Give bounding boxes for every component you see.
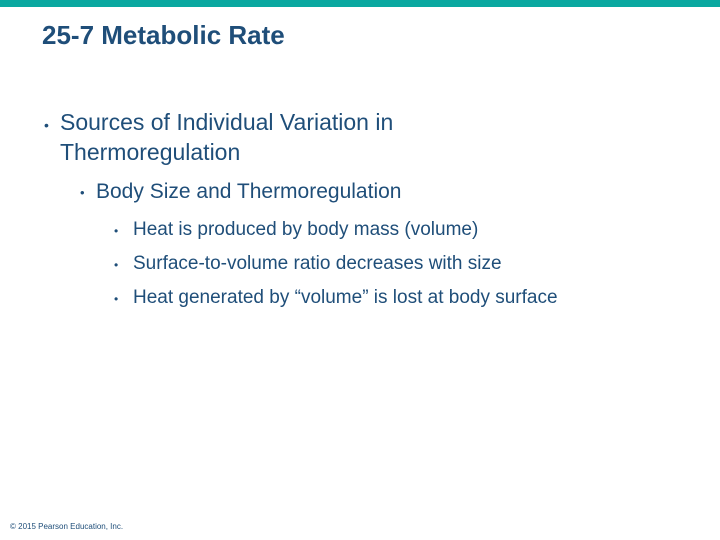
bullet-icon: • xyxy=(114,224,119,238)
accent-top-bar xyxy=(0,0,720,7)
bullet-level3-item: • Surface-to-volume ratio decreases with… xyxy=(114,252,502,277)
bullet-icon: • xyxy=(44,117,49,133)
bullet-icon: • xyxy=(80,185,85,200)
bullet-level1-text: Sources of Individual Variation in Therm… xyxy=(60,109,394,165)
bullet-level2-text: Body Size and Thermoregulation xyxy=(96,180,402,203)
bullet-level1: • Sources of Individual Variation in The… xyxy=(44,108,564,168)
bullet-level3-item: • Heat is produced by body mass (volume) xyxy=(114,218,478,243)
bullet-level3-text: Surface-to-volume ratio decreases with s… xyxy=(133,253,502,274)
bullet-level3-text: Heat generated by “volume” is lost at bo… xyxy=(133,287,558,308)
bullet-level3-text: Heat is produced by body mass (volume) xyxy=(133,219,479,240)
copyright-footer: © 2015 Pearson Education, Inc. xyxy=(10,522,124,531)
bullet-level2: • Body Size and Thermoregulation xyxy=(80,178,401,205)
slide-title: 25-7 Metabolic Rate xyxy=(42,20,285,50)
bullet-icon: • xyxy=(114,292,119,306)
bullet-level3-item: • Heat generated by “volume” is lost at … xyxy=(114,286,558,311)
bullet-icon: • xyxy=(114,258,119,272)
